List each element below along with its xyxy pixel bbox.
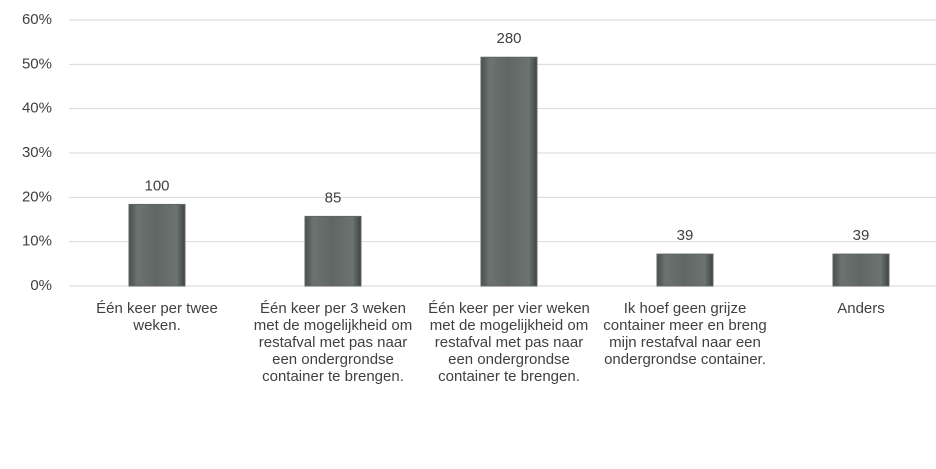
y-tick-label: 60%: [22, 11, 52, 28]
bar: [656, 253, 714, 287]
y-tick-label: 30%: [22, 144, 52, 161]
data-label: 85: [325, 189, 342, 206]
bar: [304, 215, 362, 287]
data-label: 280: [496, 30, 521, 47]
x-tick-label: Anders: [837, 300, 885, 317]
x-tick-label: Één keer per 3 weken met de mogelijkheid…: [253, 300, 413, 385]
y-tick-label: 20%: [22, 188, 52, 205]
bar: [480, 56, 538, 287]
x-tick-label: Één keer per vier weken met de mogelijkh…: [428, 300, 590, 385]
y-tick-label: 40%: [22, 100, 52, 117]
y-tick-label: 0%: [30, 277, 52, 294]
y-tick-label: 10%: [22, 233, 52, 250]
bar: [128, 203, 186, 287]
data-label: 100: [144, 177, 169, 194]
y-tick-label: 50%: [22, 55, 52, 72]
data-label: 39: [677, 227, 694, 244]
data-label: 39: [853, 227, 870, 244]
bar: [832, 253, 890, 287]
x-tick-label: Één keer per twee weken.: [96, 300, 218, 334]
x-tick-label: Ik hoef geen grijze container meer en br…: [603, 300, 767, 368]
